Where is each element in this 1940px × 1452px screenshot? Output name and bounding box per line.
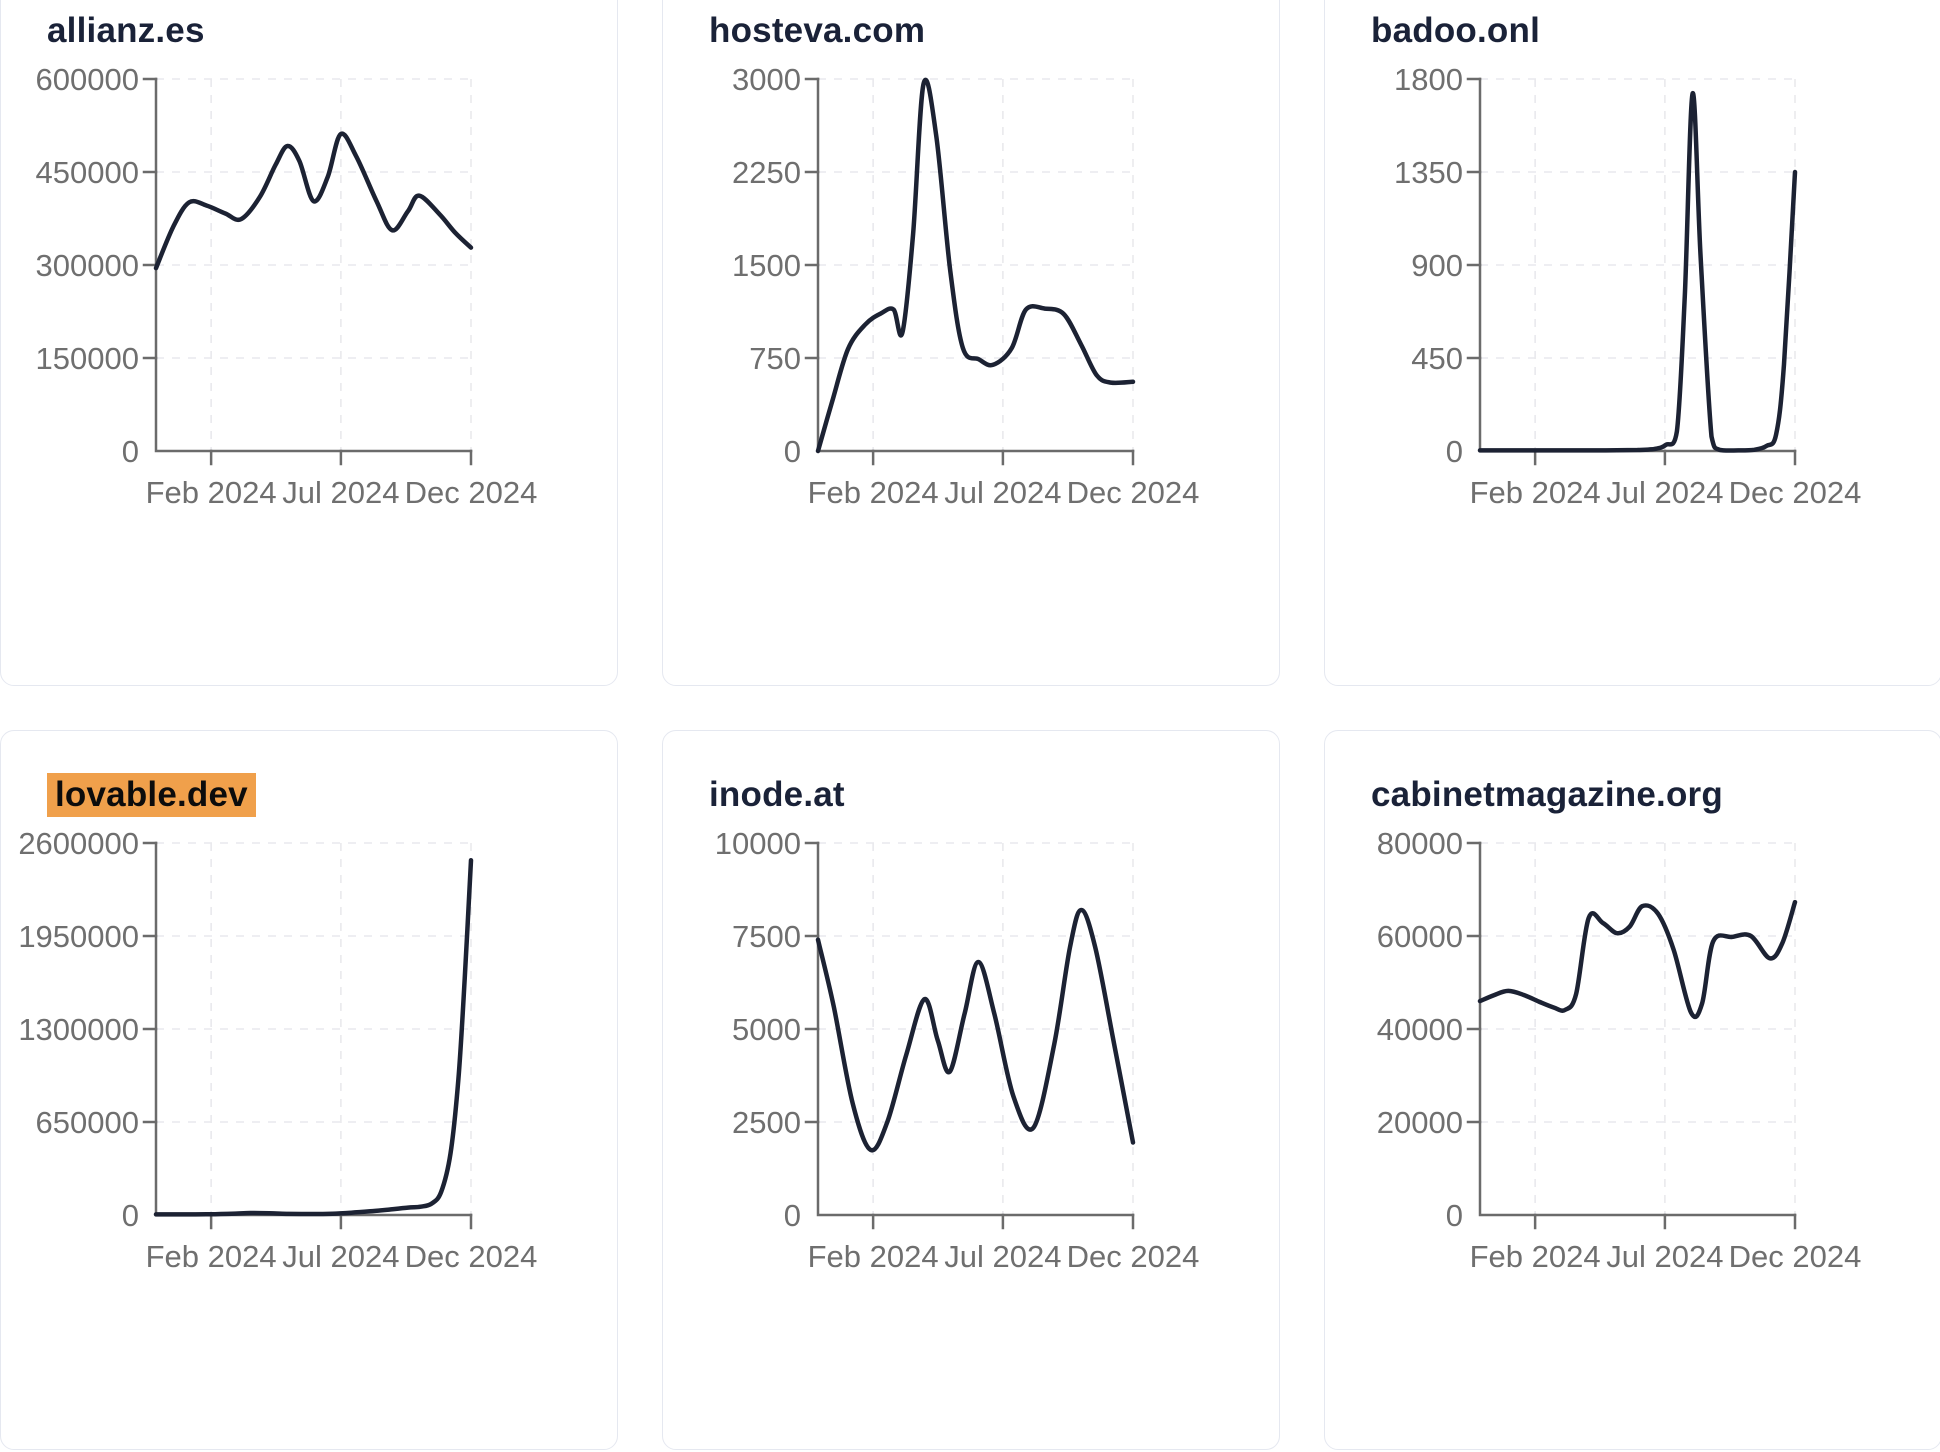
y-tick-label: 2600000	[18, 826, 139, 861]
x-tick-label: Feb 2024	[1470, 475, 1601, 510]
x-axis-tick-labels: Feb 2024 Jul 2024 Dec 2024	[808, 475, 1200, 510]
chart-title: hosteva.com	[709, 11, 926, 50]
x-axis-tick-labels: Feb 2024 Jul 2024 Dec 2024	[808, 1239, 1200, 1274]
y-tick-label: 300000	[36, 248, 139, 283]
y-tick-label: 1300000	[18, 1012, 139, 1047]
y-tick-label: 80000	[1377, 826, 1463, 861]
y-tick-label: 2500	[732, 1105, 801, 1140]
y-tick-label: 0	[784, 434, 801, 469]
x-tick-label: Feb 2024	[1470, 1239, 1601, 1274]
x-axis-tick-labels: Feb 2024 Jul 2024 Dec 2024	[146, 1239, 538, 1274]
line-chart: 0 450 900 1350 1800 Feb 2024 Jul 2024 Dec 2024	[1394, 62, 1862, 510]
y-axis-tick-labels: 0 2500 5000 7500 10000	[715, 826, 801, 1233]
y-axis-tick-labels: 0 450 900 1350 1800	[1394, 62, 1463, 469]
line-chart: 0 750 1500 2250 3000 Feb 2024 Jul 2024 Dec 2024	[732, 62, 1200, 510]
chart-card-cabinetmagazine-org: cabinetmagazine.org 0 20000 40000 60000 80000…	[1324, 730, 1940, 1450]
x-tick-label: Jul 2024	[944, 1239, 1061, 1274]
axes	[804, 77, 1135, 466]
y-tick-label: 10000	[715, 826, 801, 861]
series-line	[153, 131, 474, 271]
y-tick-label: 900	[1411, 248, 1463, 283]
gridlines	[1480, 78, 1796, 451]
y-tick-label: 150000	[36, 341, 139, 376]
x-tick-label: Jul 2024	[282, 475, 399, 510]
y-tick-label: 1950000	[18, 919, 139, 954]
series-line	[815, 77, 1136, 454]
y-axis-tick-labels: 0 20000 40000 60000 80000	[1377, 826, 1463, 1233]
y-tick-label: 1800	[1394, 62, 1463, 97]
y-tick-label: 650000	[36, 1105, 139, 1140]
chart-card-inode-at: inode.at 0 2500 5000 7500 10000 Feb 2024 Jul 20…	[662, 730, 1280, 1450]
y-tick-label: 1350	[1394, 155, 1463, 190]
line-chart: 0 150000 300000 450000 600000 Feb 2024 Jul 202…	[36, 62, 538, 510]
chart-title: allianz.es	[47, 11, 205, 50]
chart-title: cabinetmagazine.org	[1371, 775, 1723, 814]
y-tick-label: 450	[1411, 341, 1463, 376]
y-tick-label: 0	[122, 434, 139, 469]
chart-card-badoo-onl: badoo.onl 0 450 900 1350 1800 Feb 2024 Jul 2024…	[1324, 0, 1940, 686]
x-axis-tick-labels: Feb 2024 Jul 2024 Dec 2024	[1470, 1239, 1862, 1274]
x-tick-label: Feb 2024	[808, 475, 939, 510]
line-chart: 0 2500 5000 7500 10000 Feb 2024 Jul 2024 Dec 20…	[715, 826, 1200, 1274]
chart-title: inode.at	[709, 775, 845, 814]
axes	[804, 841, 1135, 1230]
series-line	[153, 857, 474, 1217]
y-tick-label: 450000	[36, 155, 139, 190]
gridlines	[156, 842, 472, 1215]
x-axis-tick-labels: Feb 2024 Jul 2024 Dec 2024	[146, 475, 538, 510]
line-chart: 0 650000 1300000 1950000 2600000 Feb 2024 Jul …	[18, 826, 538, 1274]
chart-card-lovable-dev: lovable.dev 0 650000 1300000 1950000 2600000 F…	[0, 730, 618, 1450]
gridlines	[156, 78, 472, 451]
x-axis-tick-labels: Feb 2024 Jul 2024 Dec 2024	[1470, 475, 1862, 510]
x-tick-label: Feb 2024	[808, 1239, 939, 1274]
y-tick-label: 2250	[732, 155, 801, 190]
highlighted-domain-label: lovable.dev	[47, 773, 256, 817]
gridlines	[818, 78, 1134, 451]
series-line	[815, 907, 1136, 1153]
chart-card-hosteva-com: hosteva.com 0 750 1500 2250 3000 Feb 2024 Jul 2…	[662, 0, 1280, 686]
y-tick-label: 5000	[732, 1012, 801, 1047]
axes	[1466, 77, 1797, 466]
chart-card-allianz-es: allianz.es 0 150000 300000 450000 600000 Feb 2…	[0, 0, 618, 686]
x-tick-label: Feb 2024	[146, 475, 277, 510]
x-tick-label: Feb 2024	[146, 1239, 277, 1274]
gridlines	[818, 842, 1134, 1215]
axes	[142, 77, 473, 466]
y-tick-label: 60000	[1377, 919, 1463, 954]
y-tick-label: 0	[784, 1198, 801, 1233]
y-tick-label: 1500	[732, 248, 801, 283]
x-tick-label: Dec 2024	[405, 1239, 538, 1274]
x-tick-label: Jul 2024	[282, 1239, 399, 1274]
chart-title: lovable.dev	[47, 773, 256, 817]
y-tick-label: 40000	[1377, 1012, 1463, 1047]
x-tick-label: Jul 2024	[1606, 1239, 1723, 1274]
axes	[142, 841, 473, 1230]
x-tick-label: Jul 2024	[1606, 475, 1723, 510]
x-tick-label: Jul 2024	[944, 475, 1061, 510]
gridlines	[1480, 842, 1796, 1215]
y-axis-tick-labels: 0 750 1500 2250 3000	[732, 62, 801, 469]
y-tick-label: 0	[1446, 434, 1463, 469]
x-tick-label: Dec 2024	[1067, 475, 1200, 510]
y-tick-label: 0	[122, 1198, 139, 1233]
series-line	[1477, 91, 1798, 453]
y-tick-label: 20000	[1377, 1105, 1463, 1140]
y-tick-label: 0	[1446, 1198, 1463, 1233]
x-tick-label: Dec 2024	[405, 475, 538, 510]
series-line	[1477, 899, 1798, 1020]
chart-title: badoo.onl	[1371, 11, 1540, 50]
y-tick-label: 600000	[36, 62, 139, 97]
y-axis-tick-labels: 0 650000 1300000 1950000 2600000	[18, 826, 139, 1233]
x-tick-label: Dec 2024	[1729, 475, 1862, 510]
y-tick-label: 750	[749, 341, 801, 376]
line-chart: 0 20000 40000 60000 80000 Feb 2024 Jul 2024 Dec…	[1377, 826, 1862, 1274]
y-axis-tick-labels: 0 150000 300000 450000 600000	[36, 62, 139, 469]
x-tick-label: Dec 2024	[1729, 1239, 1862, 1274]
axes	[1466, 841, 1797, 1230]
y-tick-label: 3000	[732, 62, 801, 97]
x-tick-label: Dec 2024	[1067, 1239, 1200, 1274]
y-tick-label: 7500	[732, 919, 801, 954]
